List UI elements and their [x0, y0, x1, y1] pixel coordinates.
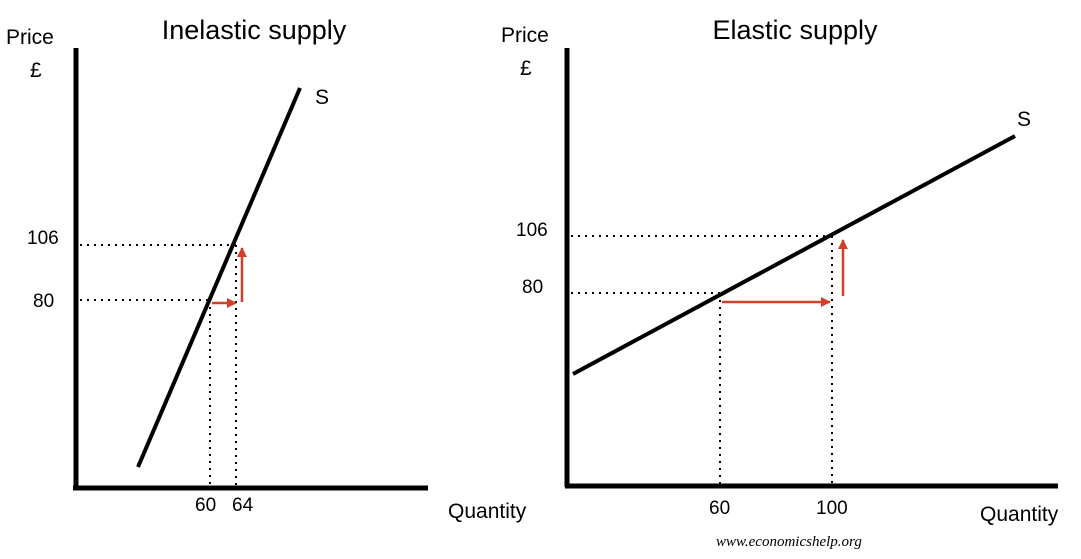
y-axis-unit: £ — [520, 57, 532, 80]
x-tick-label: 60 — [709, 498, 730, 519]
x-tick-label: 64 — [232, 495, 254, 516]
inelastic-supply-chart: Inelastic supply Price £ Quantity S 106 … — [6, 15, 527, 523]
y-tick-label: 106 — [516, 220, 548, 241]
x-tick-label: 100 — [816, 498, 848, 519]
x-tick-label: 60 — [195, 495, 216, 516]
y-tick-label: 80 — [522, 277, 543, 298]
supply-curve-label: S — [1017, 108, 1031, 131]
supply-curve — [572, 134, 1016, 376]
x-axis-label: Quantity — [980, 503, 1059, 526]
y-axis-label: Price — [501, 24, 549, 47]
source-footer: www.economicshelp.org — [716, 534, 862, 550]
y-axis-unit: £ — [30, 59, 42, 82]
supply-curve-label: S — [315, 86, 329, 109]
chart-title: Inelastic supply — [162, 15, 347, 45]
x-axis-label: Quantity — [448, 500, 527, 523]
elastic-supply-chart: Elastic supply Price £ Quantity S 106 80… — [501, 15, 1059, 526]
y-tick-label: 80 — [33, 291, 54, 312]
y-tick-label: 106 — [27, 228, 59, 249]
chart-title: Elastic supply — [712, 15, 878, 45]
supply-curve — [136, 87, 302, 468]
y-axis-label: Price — [6, 26, 54, 49]
